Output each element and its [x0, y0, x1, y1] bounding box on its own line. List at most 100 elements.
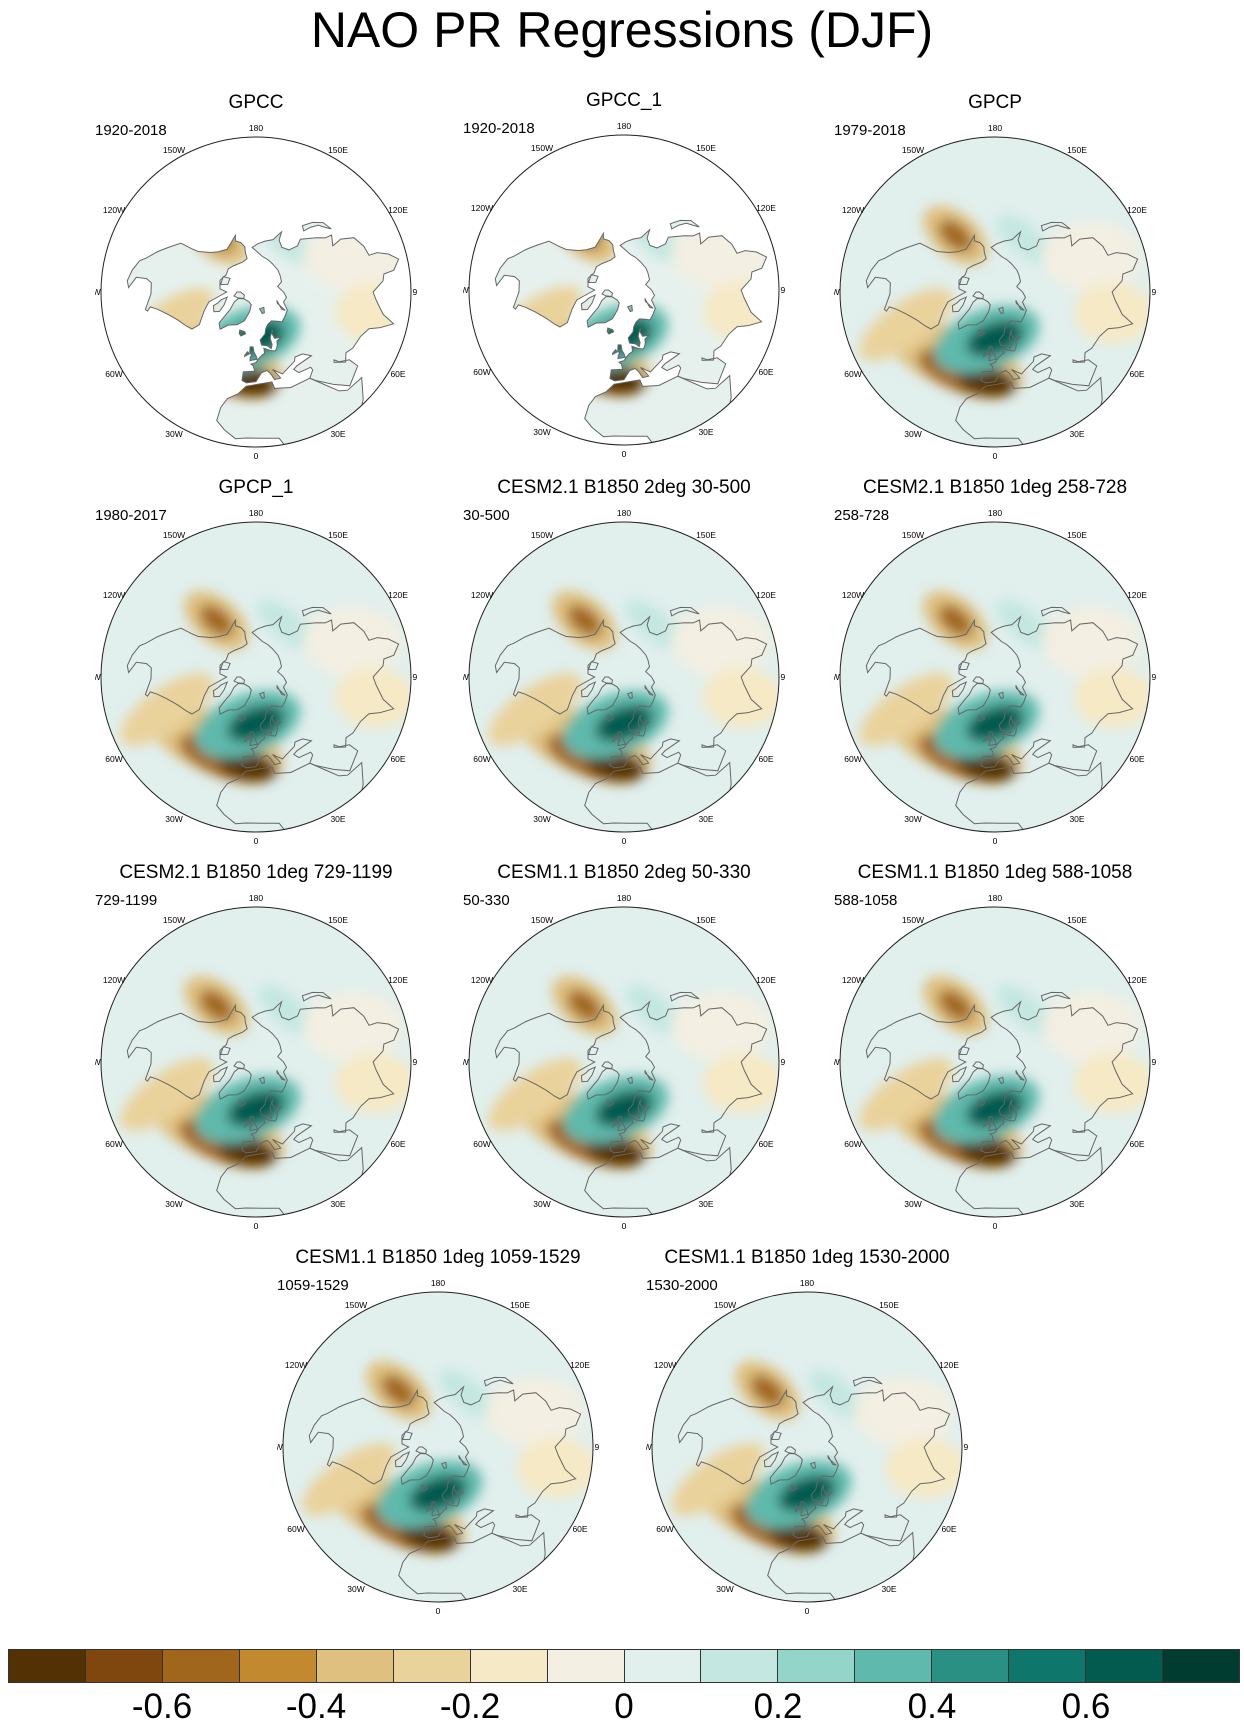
longitude-label: 90W	[834, 1057, 840, 1067]
coastline	[586, 682, 620, 715]
anomaly-patch	[400, 1521, 460, 1551]
anomaly-patch	[303, 991, 404, 1062]
longitude-label: 90E	[780, 1057, 785, 1067]
anomaly-patch	[488, 673, 582, 746]
longitude-label: 120W	[842, 590, 864, 600]
coastline	[677, 1388, 799, 1485]
coastline	[212, 296, 229, 313]
anomaly-patch	[257, 984, 315, 1036]
colorbar-segment	[547, 1650, 625, 1682]
coastline	[580, 1066, 597, 1083]
coastline	[988, 346, 997, 362]
panel-title: CESM2.1 B1850 2deg 30-500	[497, 477, 751, 498]
coastline	[401, 1431, 413, 1441]
anomaly-patch	[439, 1369, 497, 1421]
colorbar-segment	[470, 1650, 548, 1682]
longitude-label: 60W	[287, 1524, 304, 1534]
coastline	[865, 1003, 987, 1100]
longitude-label: 180	[249, 508, 263, 518]
longitude-label: 30W	[347, 1584, 364, 1594]
anomaly-patch	[859, 1058, 953, 1131]
longitude-label: 60E	[572, 1524, 587, 1534]
colorbar-segment	[855, 1650, 933, 1682]
anomaly-patch	[885, 1437, 962, 1498]
map-panel: GPCC 1920-2018 180 150E 120E 90E 60E 30E 0 30W 60W…	[95, 92, 417, 472]
anomaly-patch	[334, 667, 411, 728]
longitude-label: 90W	[95, 1057, 101, 1067]
coastline	[972, 676, 984, 685]
longitude-label: 90W	[834, 672, 840, 682]
longitude-label: 150E	[696, 143, 716, 153]
longitude-label: 120E	[1127, 205, 1147, 215]
longitude-label: 30E	[1069, 1199, 1084, 1209]
longitude-label: 90W	[834, 287, 840, 297]
longitude-label: 30W	[716, 1584, 733, 1594]
anomaly-patch	[334, 1052, 411, 1113]
coastline	[241, 230, 400, 387]
coastline	[617, 344, 626, 360]
coastline	[997, 691, 1004, 700]
longitude-label: 120W	[842, 205, 864, 215]
anomaly-patch	[199, 989, 234, 1022]
anomaly-patch	[957, 1136, 1017, 1166]
coastline	[988, 1116, 997, 1132]
coastline	[800, 1501, 809, 1517]
coastline	[587, 661, 599, 671]
polar-map: 180 150E 120E 90E 60E 30E 0 30W 60W 90W 120W 150W	[95, 893, 417, 1231]
anomaly-patch	[218, 1136, 278, 1166]
coastline	[958, 276, 970, 286]
longitude-label: 120W	[471, 975, 493, 985]
coastline	[584, 761, 736, 832]
longitude-label: 150E	[1067, 145, 1087, 155]
coastline	[249, 346, 258, 362]
longitude-label: 90W	[95, 672, 101, 682]
colorbar-segment	[393, 1650, 471, 1682]
anomaly-patch	[586, 1136, 646, 1166]
panel-title: CESM1.1 B1850 1deg 1530-2000	[664, 1247, 950, 1268]
longitude-label: 30E	[1069, 814, 1084, 824]
coastline	[865, 233, 987, 330]
anomaly-patch	[996, 599, 1054, 651]
polar-map: 180 150E 120E 90E 60E 30E 0 30W 60W 90W 120W 150W	[834, 123, 1156, 461]
longitude-label: 180	[431, 1278, 445, 1288]
longitude-label: 150W	[714, 1300, 736, 1310]
coastline	[980, 230, 1139, 387]
panel-period-label: 1920-2018	[95, 122, 167, 139]
coastline	[644, 1070, 654, 1081]
longitude-label: 180	[249, 123, 263, 133]
longitude-label: 60W	[844, 754, 861, 764]
colorbar-tick-label: -0.2	[439, 1687, 501, 1726]
longitude-label: 150W	[345, 1300, 367, 1310]
longitude-label: 90E	[594, 1442, 599, 1452]
coastline	[587, 1046, 599, 1056]
coastline	[669, 991, 700, 1002]
coastline	[609, 615, 768, 772]
anomaly-patch	[567, 989, 602, 1022]
coastline	[233, 291, 245, 300]
colorbar-segment	[624, 1650, 702, 1682]
coastline	[827, 1455, 837, 1466]
panel-title: CESM1.1 B1850 1deg 1059-1529	[295, 1247, 581, 1268]
colorbar-segment	[1163, 1650, 1239, 1682]
longitude-label: 30E	[330, 429, 345, 439]
longitude-label: 150W	[902, 530, 924, 540]
longitude-label: 60E	[1129, 754, 1144, 764]
coastline	[611, 1120, 619, 1128]
coastline	[955, 376, 1107, 447]
coastline	[977, 1099, 986, 1107]
coastline	[587, 274, 599, 284]
longitude-label: 180	[988, 123, 1002, 133]
coastline	[809, 1461, 816, 1470]
map-panel: CESM1.1 B1850 1deg 1059-1529 1059-1529 180…	[277, 1247, 599, 1627]
map-boundary	[100, 521, 412, 833]
coastline	[258, 691, 265, 700]
map-boundary	[839, 906, 1151, 1218]
map-boundary	[468, 134, 780, 446]
longitude-label: 0	[993, 1221, 998, 1231]
longitude-label: 90E	[1151, 287, 1156, 297]
coastline	[216, 761, 368, 832]
coastline	[586, 1067, 620, 1100]
coastline	[1015, 1070, 1025, 1081]
longitude-label: 30E	[881, 1584, 896, 1594]
coastline	[243, 1120, 251, 1128]
